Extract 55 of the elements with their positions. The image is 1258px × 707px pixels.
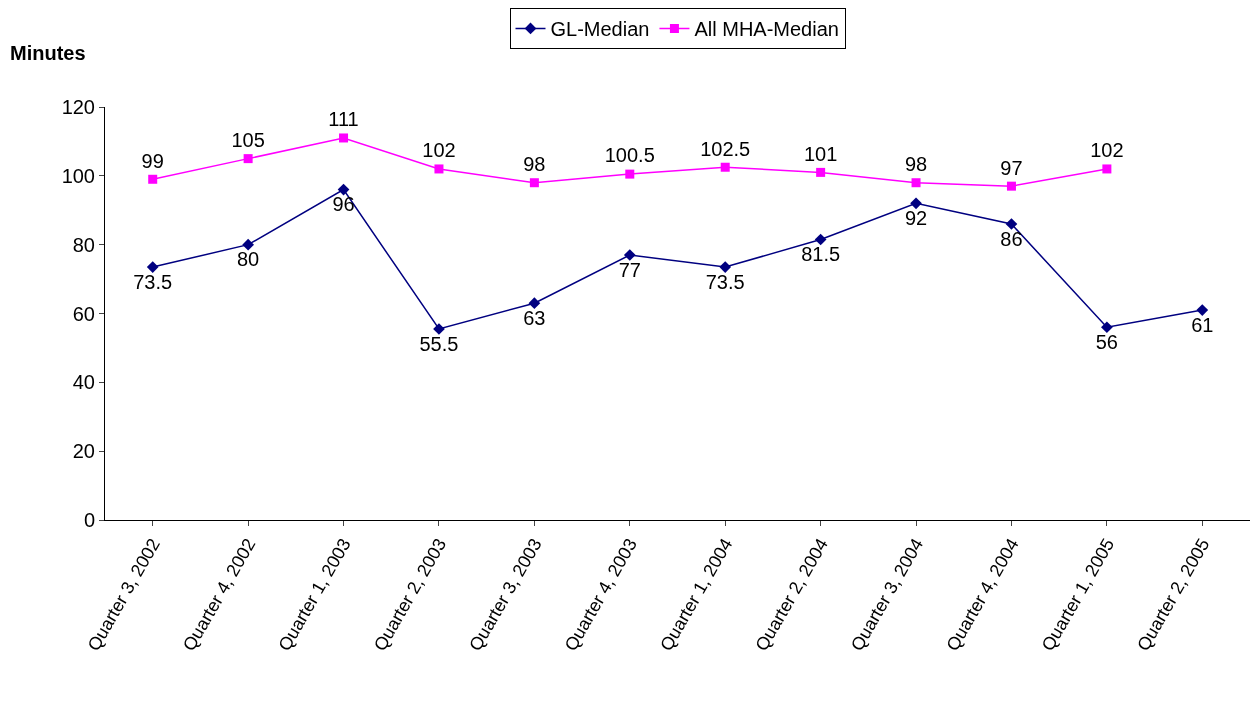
y-tick-label: 60 — [72, 302, 95, 325]
data-label: 105 — [231, 129, 265, 152]
data-label: 98 — [904, 153, 928, 176]
point — [339, 133, 349, 143]
point — [623, 249, 636, 261]
point — [146, 261, 159, 273]
data-label: 86 — [1000, 227, 1023, 250]
data-label: 101 — [803, 142, 838, 165]
data-label: 63 — [523, 306, 546, 329]
data-label: 100.5 — [604, 144, 655, 167]
data-label: 77 — [618, 258, 641, 281]
legend-label: GL-Median — [550, 18, 650, 41]
data-label: 61 — [1191, 313, 1214, 336]
point — [1005, 218, 1018, 230]
point — [242, 238, 254, 251]
point — [529, 178, 539, 188]
y-axis-title: Minutes — [10, 42, 86, 64]
point — [337, 183, 350, 196]
data-label: 56 — [1095, 330, 1119, 353]
y-tick-label: 40 — [72, 371, 95, 394]
point — [243, 154, 253, 164]
point — [528, 297, 541, 310]
point — [816, 167, 826, 177]
legend-label: All MHA-Median — [694, 18, 839, 41]
data-label: 102 — [1090, 139, 1124, 162]
point — [434, 164, 444, 174]
y-tick-label: 0 — [83, 509, 95, 531]
point — [814, 233, 827, 246]
point — [625, 169, 635, 179]
y-tick-label: 100 — [61, 164, 95, 187]
data-label: 80 — [237, 248, 260, 271]
data-label: 98 — [523, 153, 546, 176]
point — [720, 162, 730, 172]
data-label: 111 — [328, 108, 359, 131]
y-tick-label: 20 — [72, 440, 95, 463]
data-label: 81.5 — [801, 243, 841, 266]
point — [1196, 304, 1209, 316]
point — [1101, 321, 1113, 334]
data-label: 73.5 — [705, 270, 745, 293]
point — [1102, 164, 1112, 174]
data-label: 73.5 — [133, 270, 173, 293]
y-tick-label: 80 — [72, 233, 95, 256]
data-label: 55.5 — [419, 332, 459, 355]
data-label: 97 — [1000, 156, 1023, 179]
point — [910, 197, 922, 210]
data-label: 102 — [422, 139, 456, 162]
data-label: 99 — [141, 149, 164, 172]
point — [148, 174, 158, 184]
data-label: 92 — [904, 206, 928, 229]
point — [1006, 181, 1016, 191]
data-label: 102.5 — [700, 137, 751, 160]
point — [911, 178, 921, 188]
data-label: 96 — [332, 193, 355, 216]
point — [719, 261, 732, 273]
y-tick-label: 120 — [61, 96, 95, 118]
